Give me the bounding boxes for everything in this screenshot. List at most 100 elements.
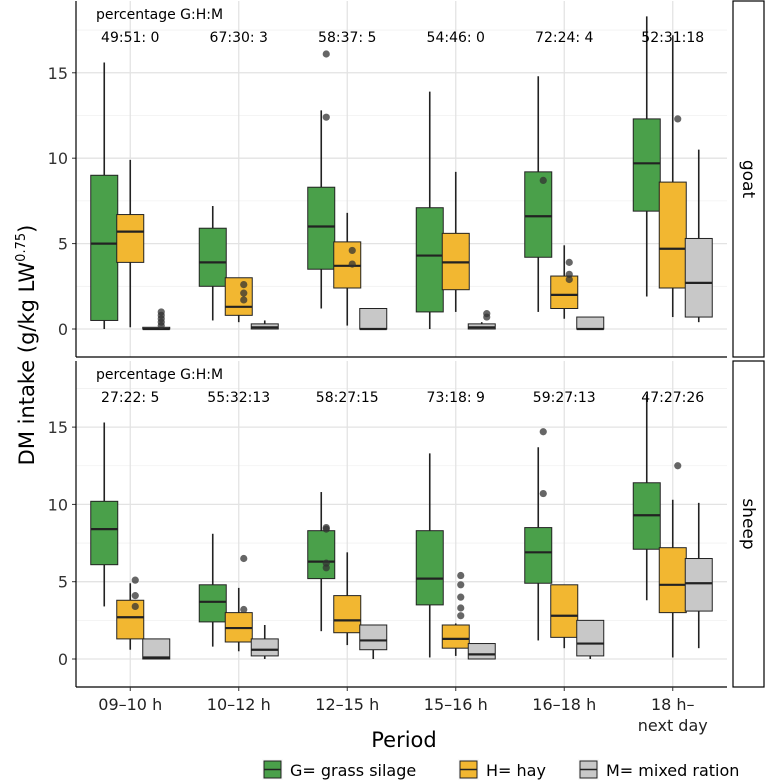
- box-iqr: [90, 500, 119, 566]
- strip-label: sheep: [738, 498, 758, 549]
- outlier-point: [157, 308, 165, 316]
- outlier-point: [131, 576, 139, 584]
- box-goat-cat2-s2: [359, 308, 388, 331]
- box-iqr: [658, 547, 687, 614]
- box-sheep-cat2-s0: [307, 492, 336, 632]
- y-axis-title-exponent: 0.75: [14, 233, 29, 262]
- legend: G= grass silage H= hay M= mixed ration: [262, 759, 739, 780]
- box-goat-cat4-s1: [550, 245, 579, 319]
- outlier-point: [240, 554, 248, 563]
- outlier-point: [240, 296, 248, 304]
- y-axis-title-main: DM intake (g/kg LW: [15, 262, 39, 466]
- y-tick-label: 10: [48, 495, 68, 514]
- y-tick-label: 15: [48, 418, 68, 437]
- box-sheep-cat5-s0: [632, 394, 661, 601]
- outlier-point: [348, 246, 356, 255]
- x-axis-title: Period: [371, 728, 436, 752]
- box-iqr: [250, 638, 279, 657]
- box-goat-cat5-s2: [684, 149, 713, 323]
- x-tick-label: 18 h–: [651, 695, 695, 714]
- x-axis: 09–10 h 10–12 h 12–15 h 15–16 h 16–18 h 18 h–…: [98, 687, 708, 735]
- box-sheep-cat0-s0: [90, 422, 119, 607]
- box-goat-cat0-s2: [142, 308, 171, 331]
- box-goat-cat4-s0: [524, 76, 553, 312]
- box-goat-cat0-s1: [116, 159, 145, 328]
- outlier-point: [565, 275, 573, 284]
- legend-label: G= grass silage: [290, 761, 416, 780]
- panel-goat: 0 5 10 15 percentage G:H:M 49:51: 0 67:30: 3 58…: [48, 0, 765, 358]
- outlier-point: [457, 604, 465, 612]
- box-sheep-cat2-s1: [333, 552, 362, 646]
- box-iqr: [333, 595, 362, 634]
- box-goat-cat3-s0: [415, 91, 444, 329]
- outlier-point: [539, 428, 547, 436]
- y-tick-label: 15: [48, 64, 68, 83]
- box-sheep-cat1-s1: [224, 554, 253, 652]
- box-iqr: [576, 316, 605, 330]
- ratio-label: 59:27:13: [533, 390, 596, 406]
- ratio-label: 67:30: 3: [210, 30, 268, 46]
- box-iqr: [224, 277, 253, 316]
- box-iqr: [576, 619, 605, 657]
- box-goat-cat3-s1: [441, 171, 470, 312]
- outlier-point: [131, 602, 139, 611]
- box-sheep-cat4-s1: [550, 584, 579, 649]
- ratio-header: percentage G:H:M: [96, 7, 223, 23]
- box-iqr: [307, 530, 336, 580]
- panels: 0 5 10 15 percentage G:H:M 49:51: 0 67:30: 3 58…: [48, 0, 765, 688]
- box-sheep-cat5-s1: [658, 462, 687, 658]
- box-sheep-cat1-s0: [198, 533, 227, 647]
- box-goat-cat1-s2: [250, 320, 279, 330]
- box-iqr: [550, 275, 579, 310]
- x-tick-label: next day: [638, 716, 708, 735]
- ratio-label: 49:51: 0: [101, 30, 159, 46]
- ratio-label: 47:27:26: [641, 390, 704, 406]
- outlier-point: [674, 115, 682, 123]
- box-goat-cat5-s1: [658, 35, 687, 318]
- ratio-label: 73:18: 9: [427, 390, 485, 406]
- box-goat-cat5-s0: [632, 16, 661, 297]
- panel-sheep: 0 5 10 15 percentage G:H:M 27:22: 5 55:32:13 58…: [48, 360, 765, 688]
- box-iqr: [524, 171, 553, 258]
- y-axis-title: DM intake (g/kg LW0.75): [14, 225, 39, 466]
- ratio-label: 58:37: 5: [318, 30, 376, 46]
- y-tick-label: 0: [58, 320, 68, 339]
- box-sheep-cat3-s0: [415, 453, 444, 658]
- x-tick-label: 10–12 h: [207, 695, 271, 714]
- strip-goat: goat: [732, 0, 765, 358]
- outlier-point: [322, 559, 330, 567]
- x-tick-label: 15–16 h: [424, 695, 488, 714]
- box-iqr: [142, 638, 171, 660]
- legend-item-1: H= hay: [458, 759, 546, 780]
- outlier-point: [322, 523, 330, 532]
- box-goat-cat4-s2: [576, 316, 605, 331]
- box-iqr: [415, 530, 444, 606]
- outlier-point: [131, 592, 139, 600]
- box-iqr: [116, 599, 145, 640]
- box-iqr: [658, 181, 687, 289]
- box-iqr: [307, 186, 336, 270]
- box-iqr: [90, 174, 119, 321]
- x-tick-label: 16–18 h: [532, 695, 596, 714]
- ratio-label: 54:46: 0: [427, 30, 485, 46]
- box-sheep-cat4-s0: [524, 428, 553, 641]
- ratio-label: 72:24: 4: [535, 30, 594, 46]
- ratio-label: 58:27:15: [316, 390, 379, 406]
- box-sheep-cat4-s2: [576, 619, 605, 659]
- ratio-label: 27:22: 5: [101, 390, 159, 406]
- legend-item-0: G= grass silage: [262, 759, 416, 780]
- box-iqr: [415, 207, 444, 313]
- plot-background: [76, 361, 727, 687]
- box-goat-cat1-s1: [224, 277, 253, 323]
- box-iqr: [684, 558, 713, 612]
- y-axis-title-close: ): [15, 225, 39, 233]
- box-sheep-cat5-s2: [684, 502, 713, 649]
- outlier-point: [240, 289, 248, 297]
- strip-box: [732, 0, 765, 358]
- y-tick-label: 5: [58, 573, 68, 592]
- box-sheep-cat3-s2: [467, 643, 496, 660]
- box-iqr: [198, 227, 227, 287]
- box-sheep-cat0-s1: [116, 576, 145, 650]
- outlier-point: [565, 258, 573, 266]
